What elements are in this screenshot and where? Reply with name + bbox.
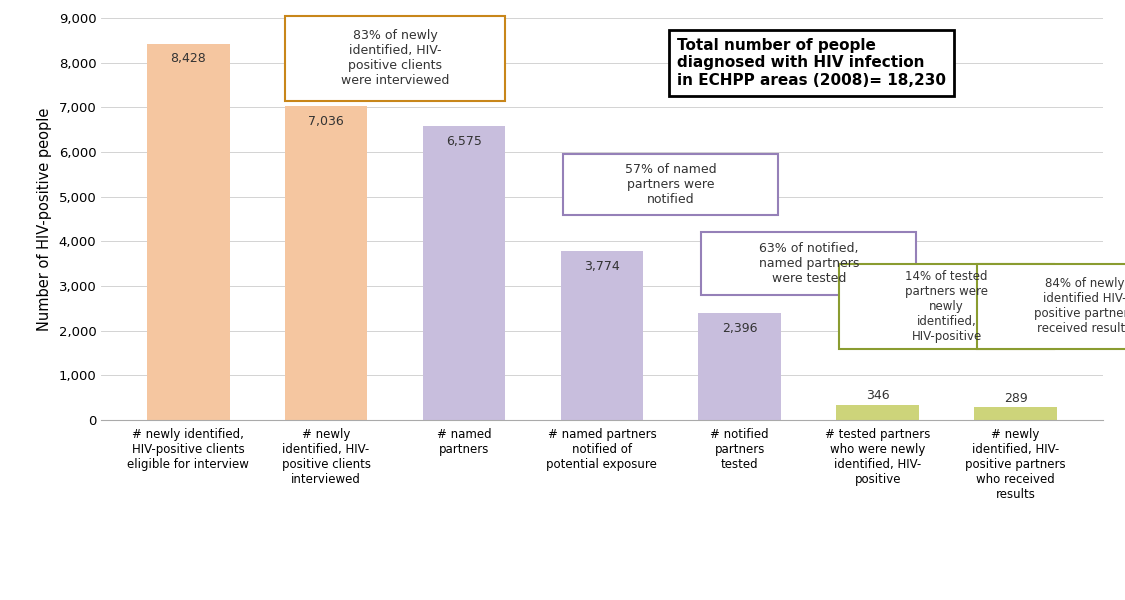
- Y-axis label: Number of HIV-positive people: Number of HIV-positive people: [37, 107, 52, 331]
- Text: 2,396: 2,396: [722, 322, 757, 335]
- Bar: [423, 127, 505, 420]
- Bar: [974, 407, 1058, 420]
- Bar: [560, 251, 644, 420]
- Bar: [836, 404, 919, 420]
- Text: 346: 346: [866, 389, 890, 403]
- Text: 8,428: 8,428: [170, 52, 206, 65]
- Text: Total number of people
diagnosed with HIV infection
in ECHPP areas (2008)= 18,23: Total number of people diagnosed with HI…: [677, 38, 946, 88]
- FancyBboxPatch shape: [701, 232, 917, 295]
- Text: 63% of notified,
named partners
were tested: 63% of notified, named partners were tes…: [758, 242, 858, 285]
- FancyBboxPatch shape: [839, 263, 1054, 349]
- Text: 83% of newly
identified, HIV-
positive clients
were interviewed: 83% of newly identified, HIV- positive c…: [341, 29, 449, 87]
- Bar: [285, 106, 368, 420]
- Bar: [699, 313, 781, 420]
- Bar: [146, 44, 230, 420]
- Text: 84% of newly
identified HIV-
positive partners
received results: 84% of newly identified HIV- positive pa…: [1034, 277, 1125, 335]
- Text: 57% of named
partners were
notified: 57% of named partners were notified: [626, 163, 717, 206]
- Text: 7,036: 7,036: [308, 115, 344, 128]
- FancyBboxPatch shape: [285, 16, 505, 101]
- Text: 6,575: 6,575: [446, 135, 482, 148]
- FancyBboxPatch shape: [976, 263, 1125, 349]
- Text: 14% of tested
partners were
newly
identified,
HIV-positive: 14% of tested partners were newly identi…: [906, 269, 988, 343]
- FancyBboxPatch shape: [564, 154, 778, 215]
- Text: 3,774: 3,774: [584, 260, 620, 274]
- Text: 289: 289: [1004, 392, 1027, 405]
